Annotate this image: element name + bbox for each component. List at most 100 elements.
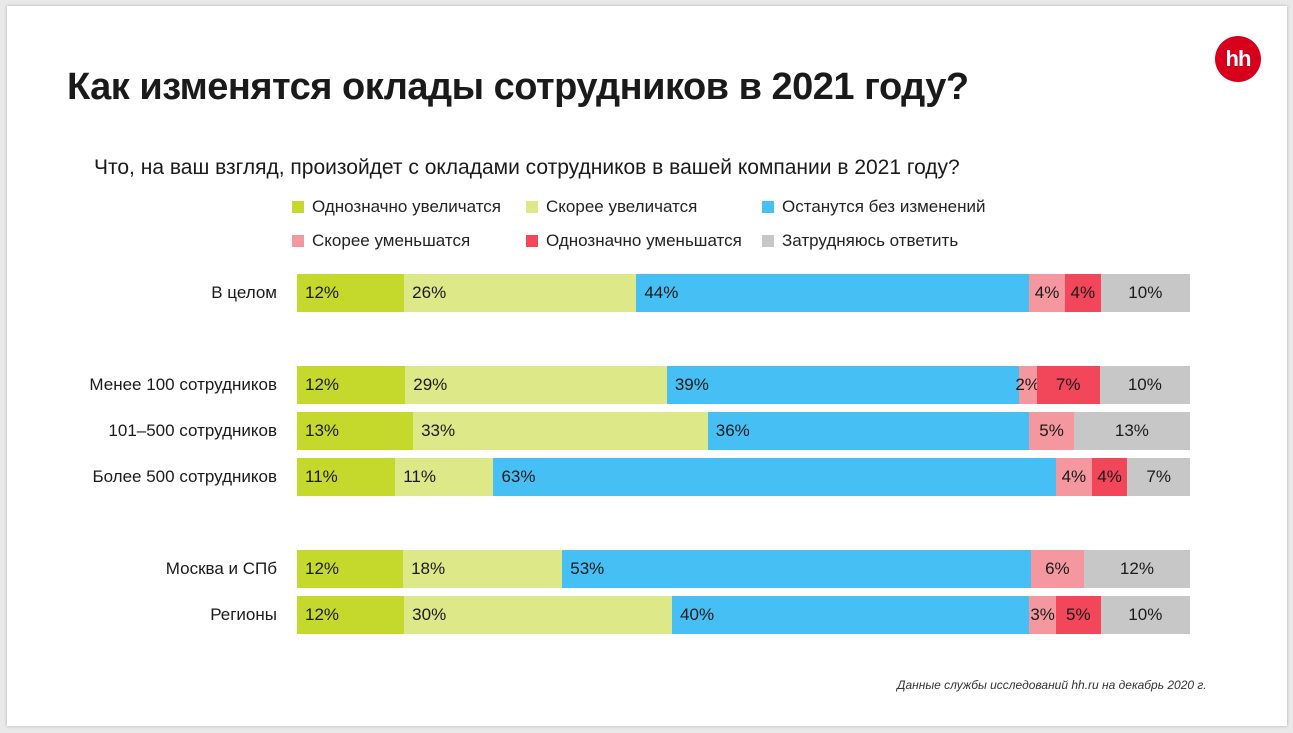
bar-segment: 5% bbox=[1056, 596, 1101, 634]
data-label: 18% bbox=[411, 559, 446, 578]
data-label: 53% bbox=[570, 559, 605, 578]
stacked-bar: 12% 29% 39% 2% 7% 10% bbox=[297, 366, 1190, 404]
bar-segment: 4% bbox=[1064, 274, 1101, 312]
data-label: 11% bbox=[403, 467, 436, 486]
hh-logo: hh bbox=[1215, 36, 1261, 82]
bar-segment: 26% bbox=[404, 274, 637, 312]
stacked-bar: 12% 26% 44% 4% 4% 10% bbox=[297, 274, 1190, 312]
data-label: 12% bbox=[1119, 559, 1154, 578]
data-label: 3% bbox=[1030, 605, 1055, 624]
stacked-bar: 12% 30% 40% 3% 5% 10% bbox=[297, 596, 1190, 634]
data-label: 12% bbox=[305, 283, 340, 302]
legend-swatch bbox=[292, 235, 304, 247]
bar-segment: 10% bbox=[1100, 596, 1190, 634]
bar-segment: 40% bbox=[672, 596, 1030, 634]
data-label: 4% bbox=[1070, 283, 1096, 302]
data-label: 12% bbox=[305, 375, 340, 394]
data-label: 10% bbox=[1128, 605, 1163, 624]
bar-segment: 7% bbox=[1036, 366, 1100, 404]
stacked-bar: 12% 18% 53% 6% 12% bbox=[297, 550, 1190, 588]
data-label: 10% bbox=[1128, 283, 1163, 302]
data-label: 5% bbox=[1066, 605, 1091, 624]
data-label: 5% bbox=[1039, 421, 1064, 440]
data-label: 4% bbox=[1061, 467, 1087, 486]
legend-item: Однозначно уменьшатся bbox=[526, 231, 742, 251]
bar-segment: 4% bbox=[1029, 274, 1065, 312]
category-label: Менее 100 сотрудников bbox=[89, 375, 277, 394]
legend-swatch bbox=[526, 235, 538, 247]
data-label: 13% bbox=[305, 421, 340, 440]
stacked-bar: 13% 33% 36% 5% 13% bbox=[297, 412, 1190, 450]
slide: Как изменятся оклады сотрудников в 2021 … bbox=[7, 6, 1287, 726]
data-label: 2% bbox=[1015, 375, 1040, 394]
data-label: 11% bbox=[305, 467, 338, 486]
bar-segment: 6% bbox=[1030, 550, 1084, 588]
stacked-bar: 11% 11% 63% 4% 4% 7% bbox=[297, 458, 1190, 496]
legend-label: Скорее уменьшатся bbox=[312, 231, 471, 250]
legend-swatch bbox=[292, 201, 304, 213]
source-note: Данные службы исследований hh.ru на дека… bbox=[897, 678, 1207, 692]
bar-segment: 4% bbox=[1091, 458, 1128, 496]
data-label: 26% bbox=[412, 283, 447, 302]
bar-segment: 33% bbox=[413, 412, 708, 450]
data-label: 7% bbox=[1055, 375, 1081, 394]
data-label: 40% bbox=[680, 605, 715, 624]
bar-segment: 44% bbox=[636, 274, 1030, 312]
category-label: Более 500 сотрудников bbox=[92, 467, 277, 486]
category-label: Регионы bbox=[210, 605, 277, 624]
legend-label: Скорее увеличатся bbox=[546, 197, 698, 216]
bar-segment: 12% bbox=[297, 596, 405, 634]
bar-segment: 13% bbox=[297, 412, 414, 450]
bar-segment: 36% bbox=[707, 412, 1030, 450]
data-label: 6% bbox=[1045, 559, 1070, 578]
legend-item: Скорее уменьшатся bbox=[292, 231, 470, 251]
page-title: Как изменятся оклады сотрудников в 2021 … bbox=[67, 66, 969, 108]
legend-swatch bbox=[526, 201, 538, 213]
bar-segment: 29% bbox=[405, 366, 667, 404]
data-label: 30% bbox=[412, 605, 447, 624]
data-label: 4% bbox=[1097, 467, 1122, 486]
data-label: 36% bbox=[715, 421, 750, 440]
bar-segment: 12% bbox=[1083, 550, 1190, 588]
legend-item: Останутся без изменений bbox=[762, 197, 986, 217]
data-label: 39% bbox=[674, 375, 709, 394]
legend-label: Однозначно увеличатся bbox=[312, 197, 501, 216]
bar-segment: 13% bbox=[1073, 412, 1190, 450]
bar-segment: 12% bbox=[297, 274, 405, 312]
bar-segment: 7% bbox=[1127, 458, 1190, 496]
legend-label: Останутся без изменений bbox=[782, 197, 986, 216]
bar-segment: 39% bbox=[666, 366, 1019, 404]
legend-item: Скорее увеличатся bbox=[526, 197, 697, 217]
data-label: 12% bbox=[305, 605, 340, 624]
bar-segment: 12% bbox=[297, 366, 406, 404]
category-label: 101–500 сотрудников bbox=[108, 421, 277, 440]
data-label: 4% bbox=[1034, 283, 1060, 302]
bar-segment: 53% bbox=[562, 550, 1031, 588]
bar-segment: 5% bbox=[1029, 412, 1074, 450]
data-label: 10% bbox=[1127, 375, 1162, 394]
category-label: В целом bbox=[211, 283, 277, 302]
bar-segment: 11% bbox=[297, 458, 396, 496]
bar-segment: 3% bbox=[1029, 596, 1057, 634]
data-label: 44% bbox=[644, 283, 679, 302]
legend-swatch bbox=[762, 201, 774, 213]
data-label: 13% bbox=[1114, 421, 1149, 440]
legend-item: Однозначно увеличатся bbox=[292, 197, 501, 217]
legend-label: Однозначно уменьшатся bbox=[546, 231, 742, 250]
bar-segment: 12% bbox=[297, 550, 404, 588]
bar-segment: 4% bbox=[1056, 458, 1092, 496]
chart-subtitle: Что, на ваш взгляд, произойдет с окладам… bbox=[94, 156, 960, 179]
legend-label: Затрудняюсь ответить bbox=[782, 231, 959, 250]
data-label: 63% bbox=[501, 467, 536, 486]
bar-segment: 10% bbox=[1099, 366, 1190, 404]
bar-segment: 2% bbox=[1015, 366, 1040, 404]
data-label: 29% bbox=[413, 375, 448, 394]
bar-segment: 18% bbox=[403, 550, 563, 588]
data-label: 33% bbox=[421, 421, 456, 440]
data-label: 7% bbox=[1146, 467, 1171, 486]
legend-swatch bbox=[762, 235, 774, 247]
bar-segment: 10% bbox=[1100, 274, 1190, 312]
legend-item: Затрудняюсь ответить bbox=[762, 231, 958, 251]
bar-segment: 63% bbox=[493, 458, 1057, 496]
category-label: Москва и СПб bbox=[165, 559, 277, 578]
